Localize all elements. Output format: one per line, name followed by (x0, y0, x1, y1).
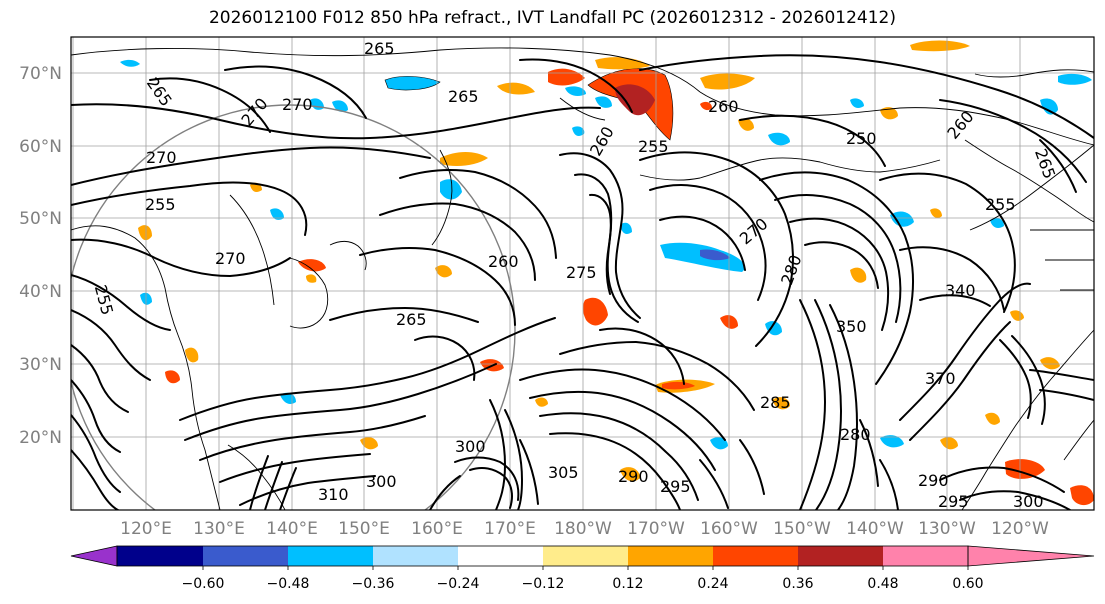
colorbar-segment (713, 546, 798, 566)
colorbar-tick-label: −0.60 (182, 576, 225, 592)
colorbar-segment (543, 546, 628, 566)
contour-label: 270 (215, 249, 246, 268)
colorbar-segment (628, 546, 713, 566)
refractivity-shading (120, 40, 1094, 506)
lat-label: 60°N (19, 137, 62, 157)
landfall-circle (71, 104, 516, 510)
lat-label: 20°N (19, 428, 62, 448)
contour-label: 300 (366, 472, 397, 491)
contour-label: 280 (840, 425, 871, 444)
shading-patches-positive (138, 40, 1094, 506)
colorbar-segment (288, 546, 373, 566)
contour-label: 260 (488, 252, 519, 271)
colorbar-ticks (202, 566, 969, 570)
colorbar-tick-label: −0.48 (267, 576, 310, 592)
colorbar-left-extension (70, 545, 118, 567)
contour-label: 290 (618, 467, 649, 486)
contour-label: 295 (660, 477, 691, 496)
refractivity-contours (71, 54, 1094, 510)
lon-label: 130°W (918, 519, 976, 539)
contour-label: 270 (146, 148, 177, 167)
colorbar-segment (883, 546, 968, 566)
longitude-labels: 120°E 130°E 140°E 150°E 160°E 170°E 180°… (120, 519, 1049, 539)
colorbar: −0.60 −0.48 −0.36 −0.24 −0.12 0.12 0.24 … (70, 545, 1095, 592)
colorbar-tick-label: −0.36 (352, 576, 395, 592)
lon-label: 130°E (193, 519, 245, 539)
contour-label: 255 (638, 137, 669, 156)
contour-label: 370 (925, 369, 956, 388)
plot-area: 265 265 265 265 265 270 270 270 270 270 … (71, 37, 1094, 511)
colorbar-segment (373, 546, 458, 566)
contour-label: 255 (985, 195, 1016, 214)
colorbar-tick-label: −0.24 (437, 576, 480, 592)
contour-label: 260 (708, 97, 739, 116)
contour-label: 305 (548, 463, 579, 482)
colorbar-tick-label: 0.12 (612, 576, 643, 592)
contour-label: 265 (364, 39, 395, 58)
lon-label: 150°W (773, 519, 831, 539)
shading-patches-negative (120, 59, 1092, 450)
lat-label: 40°N (19, 282, 62, 302)
colorbar-segment (117, 546, 203, 566)
contour-label: 295 (938, 492, 969, 511)
lon-label: 160°E (411, 519, 463, 539)
colorbar-tick-label: 0.24 (697, 576, 728, 592)
colorbar-segment (798, 546, 883, 566)
lon-label: 170°W (627, 519, 685, 539)
contour-label: 290 (918, 471, 949, 490)
contour-label: 265 (448, 87, 479, 106)
contour-label: 350 (836, 317, 867, 336)
contour-label: 340 (945, 281, 976, 300)
contour-label: 300 (455, 437, 486, 456)
lon-label: 150°E (338, 519, 390, 539)
colorbar-tick-label: 0.36 (782, 576, 813, 592)
contour-label: 255 (145, 195, 176, 214)
colorbar-tick-label: −0.12 (522, 576, 565, 592)
lon-label: 120°W (991, 519, 1049, 539)
lat-label: 50°N (19, 209, 62, 229)
map-title: 2026012100 F012 850 hPa refract., IVT La… (208, 8, 896, 28)
lon-label: 140°E (266, 519, 318, 539)
lon-label: 170°E (484, 519, 536, 539)
lon-label: 180°W (554, 519, 612, 539)
contour-label: 300 (1013, 492, 1044, 511)
contour-label: 270 (282, 95, 313, 114)
lon-label: 120°E (120, 519, 172, 539)
plot-frame (70, 36, 1095, 511)
lon-label: 160°W (700, 519, 758, 539)
contour-label: 265 (396, 310, 427, 329)
colorbar-segment (203, 546, 288, 566)
colorbar-right-extension (967, 545, 1095, 567)
contour-label: 250 (846, 129, 877, 148)
colorbar-segment (458, 546, 543, 566)
latitude-labels: 70°N 60°N 50°N 40°N 30°N 20°N (19, 64, 62, 448)
lat-label: 30°N (19, 355, 62, 375)
colorbar-tick-label: 0.48 (867, 576, 898, 592)
contour-label: 310 (318, 485, 349, 504)
colorbar-tick-labels: −0.60 −0.48 −0.36 −0.24 −0.12 0.12 0.24 … (182, 576, 984, 592)
gridlines (71, 37, 1094, 510)
contour-label: 275 (566, 263, 597, 282)
coastlines (71, 47, 1094, 510)
contour-label: 285 (760, 393, 791, 412)
colorbar-frame (116, 545, 969, 567)
colorbar-tick-label: 0.60 (952, 576, 983, 592)
lat-label: 70°N (19, 64, 62, 84)
lon-label: 140°W (846, 519, 904, 539)
